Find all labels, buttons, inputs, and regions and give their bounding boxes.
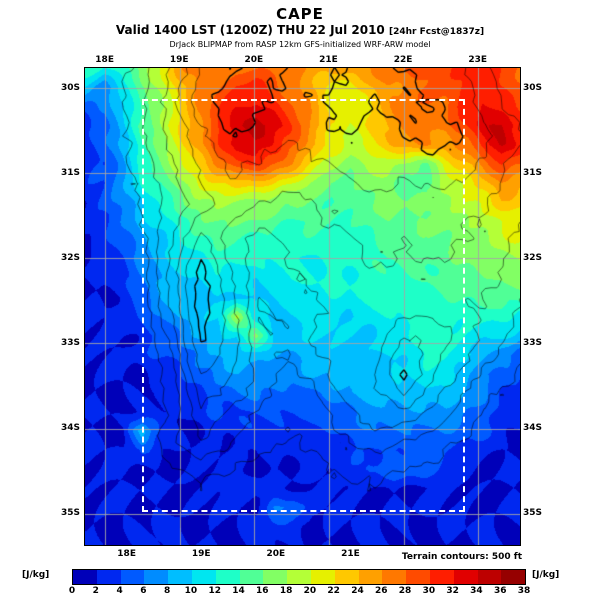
valid-time-line: Valid 1400 LST (1200Z) THU 22 Jul 2010 [… — [0, 23, 600, 37]
lon-label-top: 22E — [393, 55, 413, 65]
colorbar-tick-label: 10 — [184, 586, 198, 596]
lat-label-left: 33S — [60, 337, 80, 348]
colorbar-tick-label: 30 — [422, 586, 436, 596]
colorbar-tick-label: 32 — [446, 586, 459, 596]
colorbar-cell — [358, 570, 383, 584]
colorbar-cell — [453, 570, 478, 584]
colorbar-tick-label: 16 — [256, 586, 269, 596]
colorbar-cell — [215, 570, 240, 584]
colorbar-cell — [287, 570, 311, 584]
colorbar-cell — [96, 570, 121, 584]
colorbar-tick-label: 36 — [493, 586, 507, 596]
colorbar-tick-label: 28 — [398, 586, 412, 596]
colorbar-cell — [73, 570, 97, 584]
colorbar-tick-label: 14 — [232, 586, 245, 596]
lon-label-bottom: 21E — [341, 549, 360, 559]
model-attribution-line: DrJack BLIPMAP from RASP 12km GFS-initia… — [169, 40, 431, 49]
lon-label-bottom: 18E — [117, 549, 136, 559]
lon-label-bottom: 19E — [191, 549, 211, 559]
lon-label-bottom: 20E — [266, 549, 286, 559]
lon-label-top: 20E — [244, 55, 264, 65]
colorbar-cell — [191, 570, 216, 584]
lat-label-left: 35S — [60, 508, 80, 519]
colorbar-cell — [406, 570, 430, 584]
colorbar — [72, 569, 526, 585]
colorbar-cell — [334, 570, 359, 584]
lat-label-right: 30S — [523, 82, 543, 93]
lat-label-right: 34S — [523, 423, 543, 433]
lat-label-right: 33S — [523, 337, 543, 348]
colorbar-cell — [239, 570, 264, 584]
colorbar-cell — [382, 570, 407, 584]
forecast-cycle-text: [24hr Fcst@1837z] — [388, 27, 485, 37]
lon-label-top: 18E — [95, 55, 114, 65]
colorbar-tick-label: 26 — [374, 586, 388, 596]
lat-label-left: 34S — [60, 423, 80, 433]
colorbar-tick-label: 2 — [92, 586, 99, 596]
colorbar-tick-label: 4 — [116, 586, 123, 596]
colorbar-cell — [168, 570, 192, 584]
colorbar-tick-label: 20 — [303, 586, 317, 596]
colorbar-tick-label: 8 — [164, 586, 171, 596]
colorbar-cell — [501, 570, 526, 584]
chart-title: CAPE — [276, 5, 324, 23]
colorbar-tick-label: 34 — [470, 586, 483, 596]
colorbar-unit-left: [J/kg] — [22, 570, 50, 580]
lat-label-right: 32S — [523, 252, 543, 263]
colorbar-unit-right: [J/kg] — [532, 570, 560, 580]
terrain-contours-canvas — [85, 68, 520, 545]
colorbar-tick-label: 24 — [351, 586, 364, 596]
lat-label-left: 30S — [60, 82, 80, 93]
colorbar-cell — [429, 570, 454, 584]
colorbar-tick-label: 22 — [327, 586, 340, 596]
lon-label-top: 21E — [319, 55, 338, 65]
colorbar-cell — [263, 570, 288, 584]
colorbar-tick-label: 38 — [517, 586, 531, 596]
lat-label-right: 31S — [523, 167, 543, 178]
colorbar-cell — [144, 570, 169, 584]
colorbar-tick-label: 6 — [140, 586, 147, 596]
terrain-contours-note: Terrain contours: 500 ft — [401, 552, 522, 562]
lat-label-left: 31S — [60, 167, 80, 178]
lon-label-top: 23E — [468, 55, 488, 65]
colorbar-cell — [120, 570, 145, 584]
colorbar-tick-label: 12 — [208, 586, 221, 596]
nested-domain-outline — [142, 99, 465, 513]
colorbar-cell — [477, 570, 502, 584]
map-frame — [84, 67, 521, 546]
lat-label-left: 32S — [60, 252, 80, 263]
valid-time-text: Valid 1400 LST (1200Z) THU 22 Jul 2010 — [115, 23, 385, 37]
lon-label-top: 19E — [169, 55, 189, 65]
colorbar-tick-label: 18 — [279, 586, 293, 596]
lat-label-right: 35S — [523, 508, 543, 519]
colorbar-cell — [310, 570, 335, 584]
colorbar-tick-label: 0 — [68, 586, 76, 596]
